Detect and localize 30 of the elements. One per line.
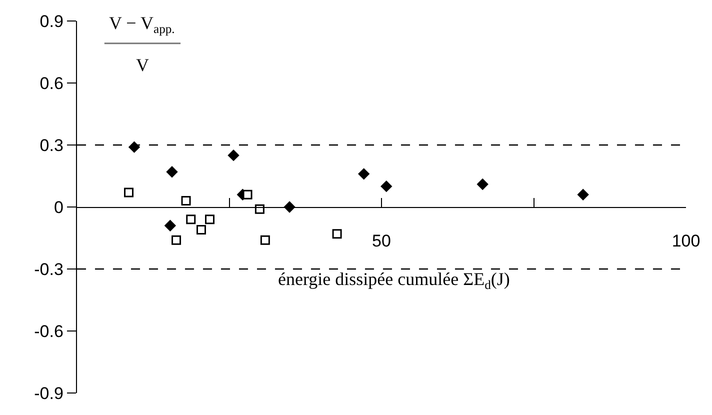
annotation: V: [136, 55, 149, 75]
point: [577, 188, 589, 200]
point: [254, 204, 264, 214]
point: [164, 220, 176, 232]
y-tick-label: -0.6: [34, 322, 64, 341]
y-tick-label: 0: [54, 198, 64, 217]
x-tick-label: 100: [672, 232, 700, 251]
y-tick-label: -0.3: [34, 260, 64, 279]
point: [242, 190, 252, 200]
point: [124, 188, 134, 198]
point: [205, 214, 215, 224]
y-tick-label: 0.3: [40, 136, 64, 155]
point: [260, 235, 270, 245]
point: [186, 214, 196, 224]
point: [332, 229, 342, 239]
point: [228, 149, 240, 162]
y-tick-label: 0.9: [40, 12, 64, 31]
point: [128, 141, 140, 153]
point: [172, 235, 182, 245]
x-axis-title: énergie dissipée cumulée ΣE$_{d}$(J): [278, 269, 510, 292]
point: [181, 196, 191, 206]
point: [196, 224, 206, 234]
x-tick-label: 50: [372, 232, 391, 251]
point: [358, 168, 370, 180]
point: [380, 180, 392, 192]
y-tick-label: 0.6: [40, 74, 64, 93]
point: [476, 178, 488, 190]
y-tick-label: -0.9: [34, 384, 64, 403]
y-axis-title: V − V$_{app.}$: [109, 13, 175, 36]
point: [166, 166, 178, 178]
